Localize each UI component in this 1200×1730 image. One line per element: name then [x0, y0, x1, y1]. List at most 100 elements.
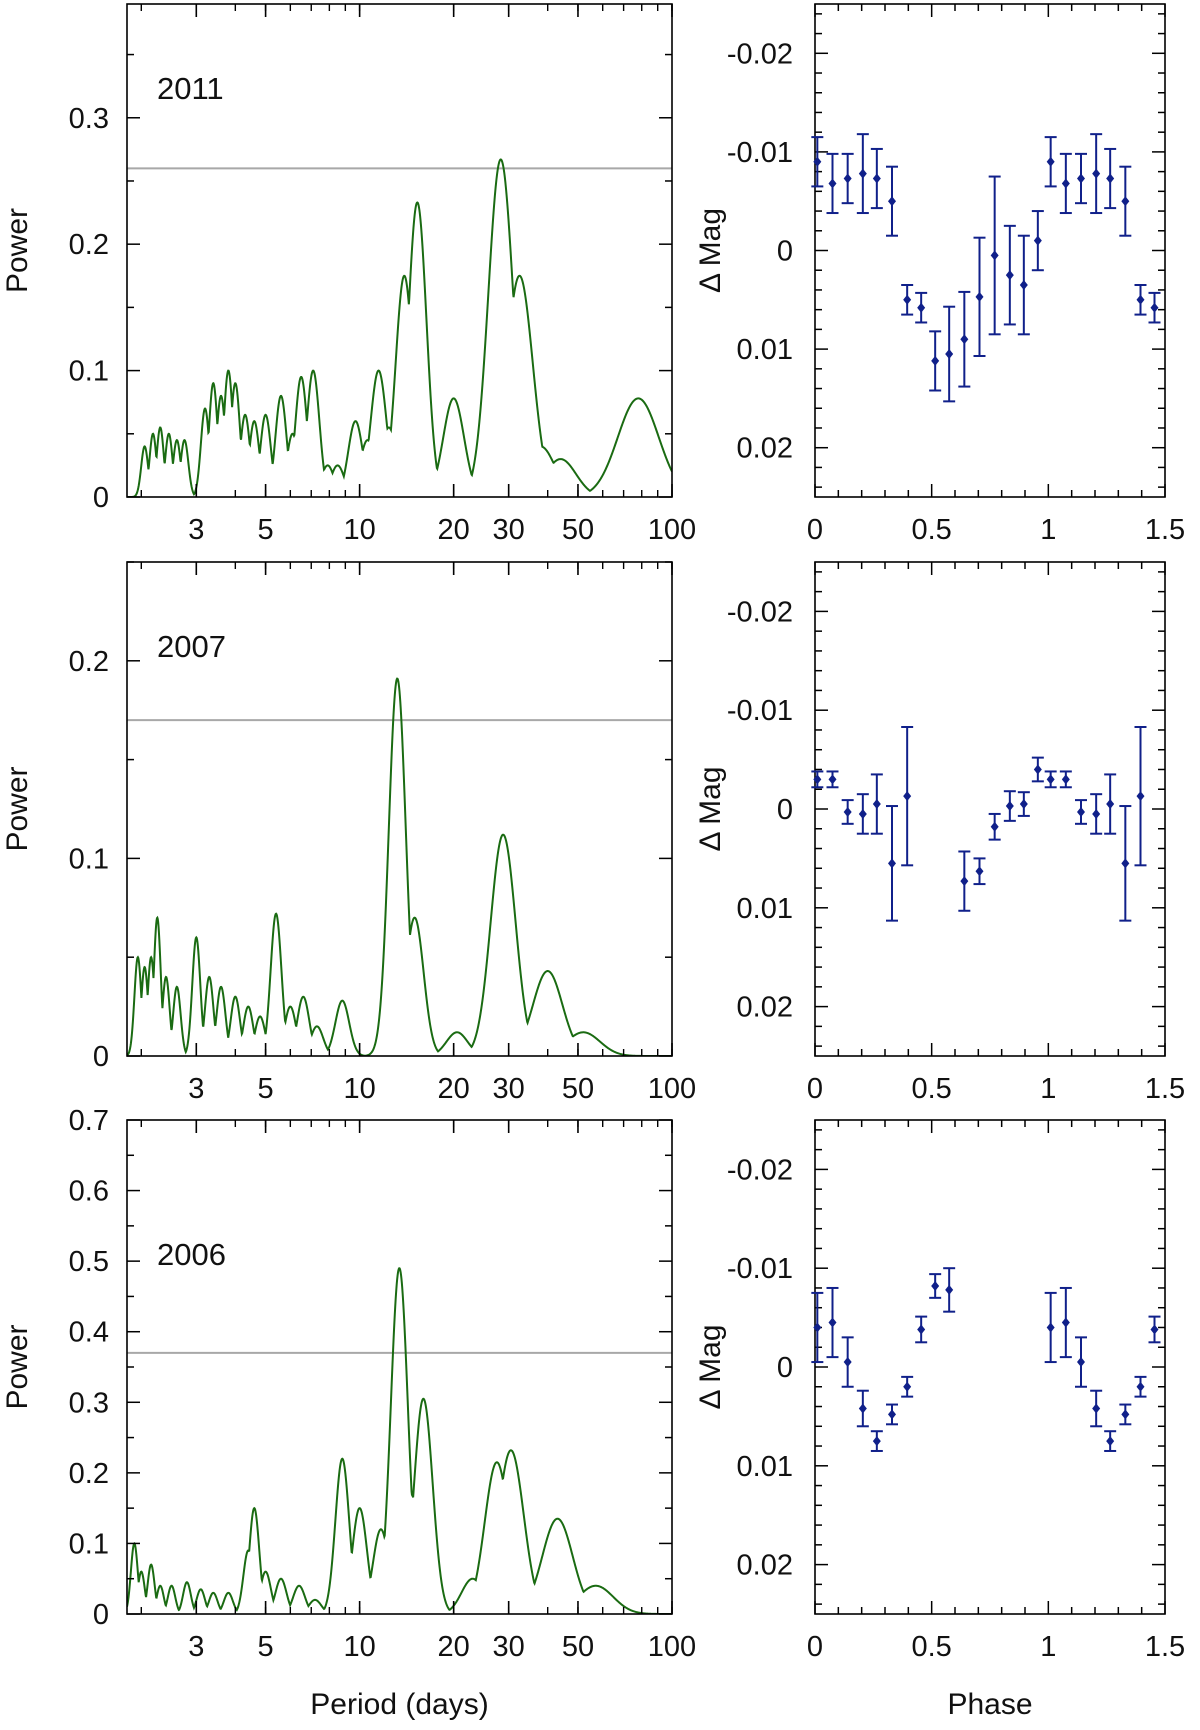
- phase-data-point: [870, 1430, 883, 1452]
- data-point-marker: [1061, 1317, 1070, 1328]
- phase-data-point: [1090, 793, 1103, 835]
- phase-data-point: [1148, 1315, 1161, 1344]
- x-tick-label: 1: [1040, 1073, 1056, 1105]
- x-axis-label: Period (days): [310, 1688, 488, 1721]
- data-point-marker: [990, 250, 999, 261]
- data-point-marker: [1136, 1381, 1145, 1392]
- phase-data-point: [915, 1315, 928, 1344]
- periodogram-panel-2007: 3 5 10 20 30 50 100 0 0.1 0.2 Power 2007: [1, 561, 696, 1105]
- phase-data-point: [1134, 725, 1147, 867]
- x-tick-label: 100: [648, 514, 696, 546]
- periodogram-panel-2011: 3 5 10 20 30 50 100 0 0.1 0.2 0.3 Power 2011: [1, 3, 696, 546]
- periodogram-panel-2006: 3 5 10 20 30 50 100 0 0.1 0.2 0.3 0.4 0.5 0.6 0.7 Power…: [1, 1105, 696, 1721]
- phase-data-point: [1031, 756, 1044, 783]
- phase-data-point: [1090, 1389, 1103, 1428]
- phase-data-point: [1134, 1375, 1147, 1398]
- data-point-marker: [931, 355, 940, 366]
- x-tick-label: 0.5: [912, 1631, 952, 1663]
- phase-data-point: [915, 291, 928, 324]
- phase-data-point: [973, 236, 986, 358]
- y-tick-label: -0.02: [727, 1154, 793, 1186]
- y-tick-label: 0: [93, 1599, 109, 1631]
- phase-curve-panel: 0 0.5 1 1.5 -0.02 -0.01 0 0.01 0.02 Δ Mag: [694, 3, 1185, 546]
- phase-data-point: [1044, 136, 1057, 188]
- data-point-marker: [843, 173, 852, 184]
- phase-data-point: [1059, 770, 1072, 789]
- data-point-marker: [917, 302, 926, 313]
- x-tick-label: 5: [258, 514, 274, 546]
- y-tick-label: 0: [93, 1041, 109, 1073]
- y-axis-label: Power: [1, 208, 34, 293]
- y-tick-label: -0.01: [727, 1253, 793, 1285]
- data-point-marker: [858, 808, 867, 819]
- y-tick-label: 0.1: [69, 1528, 109, 1560]
- phase-data-point: [841, 799, 854, 825]
- y-tick-label: -0.01: [727, 695, 793, 727]
- data-point-marker: [975, 291, 984, 302]
- x-axis-label: Phase: [947, 1688, 1032, 1721]
- y-tick-label: -0.02: [727, 596, 793, 628]
- data-point-marker: [1077, 806, 1085, 817]
- phase-data-point: [886, 165, 898, 237]
- data-point-marker: [1150, 302, 1159, 313]
- data-point-marker: [1061, 774, 1070, 785]
- data-point-marker: [872, 1436, 881, 1447]
- phase-data-point: [1003, 224, 1016, 326]
- data-point-marker: [843, 1357, 852, 1368]
- y-tick-label: 0.2: [69, 646, 109, 678]
- x-tick-label: 20: [438, 514, 470, 546]
- data-point-marker: [990, 821, 999, 832]
- x-tick-label: 10: [343, 1073, 375, 1105]
- y-tick-label: -0.02: [727, 38, 793, 70]
- phase-curve-panel: 0 0.5 1 1.5 -0.02 -0.01 0 0.01 0.02 Δ Mag Phase: [694, 1119, 1185, 1721]
- phase-data-point: [841, 1336, 854, 1388]
- phase-data-point: [988, 812, 1001, 841]
- phase-data-point: [1104, 147, 1117, 210]
- data-point-marker: [960, 334, 969, 345]
- phase-data-point: [1075, 799, 1087, 825]
- x-tick-label: 50: [562, 514, 594, 546]
- data-point-marker: [1136, 791, 1145, 802]
- x-tick-label: 3: [188, 514, 204, 546]
- year-label: 2006: [157, 1237, 226, 1272]
- x-tick-label: 1.5: [1145, 1631, 1185, 1663]
- y-tick-label: 0.01: [737, 334, 793, 366]
- data-point-marker: [975, 866, 984, 877]
- y-tick-label: 0: [777, 794, 793, 826]
- data-point-marker: [828, 774, 837, 785]
- data-point-marker: [813, 774, 822, 785]
- data-point-marker: [1046, 1322, 1055, 1333]
- y-tick-label: 0.3: [69, 1387, 109, 1419]
- phase-data-point: [929, 330, 942, 392]
- y-tick-label: 0: [93, 482, 109, 514]
- phase-data-point: [1134, 284, 1147, 316]
- data-point-marker: [1150, 1324, 1159, 1335]
- data-point-marker: [1005, 270, 1014, 281]
- periodogram-power-line: [127, 1267, 672, 1614]
- data-point-marker: [1033, 764, 1042, 775]
- phase-data-point: [856, 793, 869, 835]
- x-tick-label: 1.5: [1145, 514, 1185, 546]
- data-point-marker: [1019, 280, 1028, 291]
- x-tick-label: 0: [807, 514, 823, 546]
- data-point-marker: [1077, 173, 1085, 184]
- y-tick-label: 0.2: [69, 229, 109, 261]
- x-tick-label: 0: [807, 1631, 823, 1663]
- phase-data-point: [886, 805, 898, 922]
- phase-data-point: [1119, 1403, 1132, 1426]
- y-axis-label: Δ Mag: [694, 1324, 727, 1409]
- y-tick-label: 0.1: [69, 356, 109, 388]
- data-point-marker: [813, 156, 822, 167]
- data-point-marker: [828, 178, 837, 189]
- data-point-marker: [888, 196, 896, 207]
- phase-data-point: [1119, 805, 1132, 922]
- y-axis-label: Δ Mag: [694, 208, 727, 293]
- x-tick-label: 100: [648, 1073, 696, 1105]
- phase-data-point: [958, 850, 971, 912]
- phase-data-point: [929, 1273, 942, 1299]
- phase-data-point: [1090, 133, 1103, 215]
- data-point-marker: [888, 1409, 896, 1420]
- phase-data-point: [1059, 1286, 1072, 1359]
- x-tick-label: 0.5: [912, 1073, 952, 1105]
